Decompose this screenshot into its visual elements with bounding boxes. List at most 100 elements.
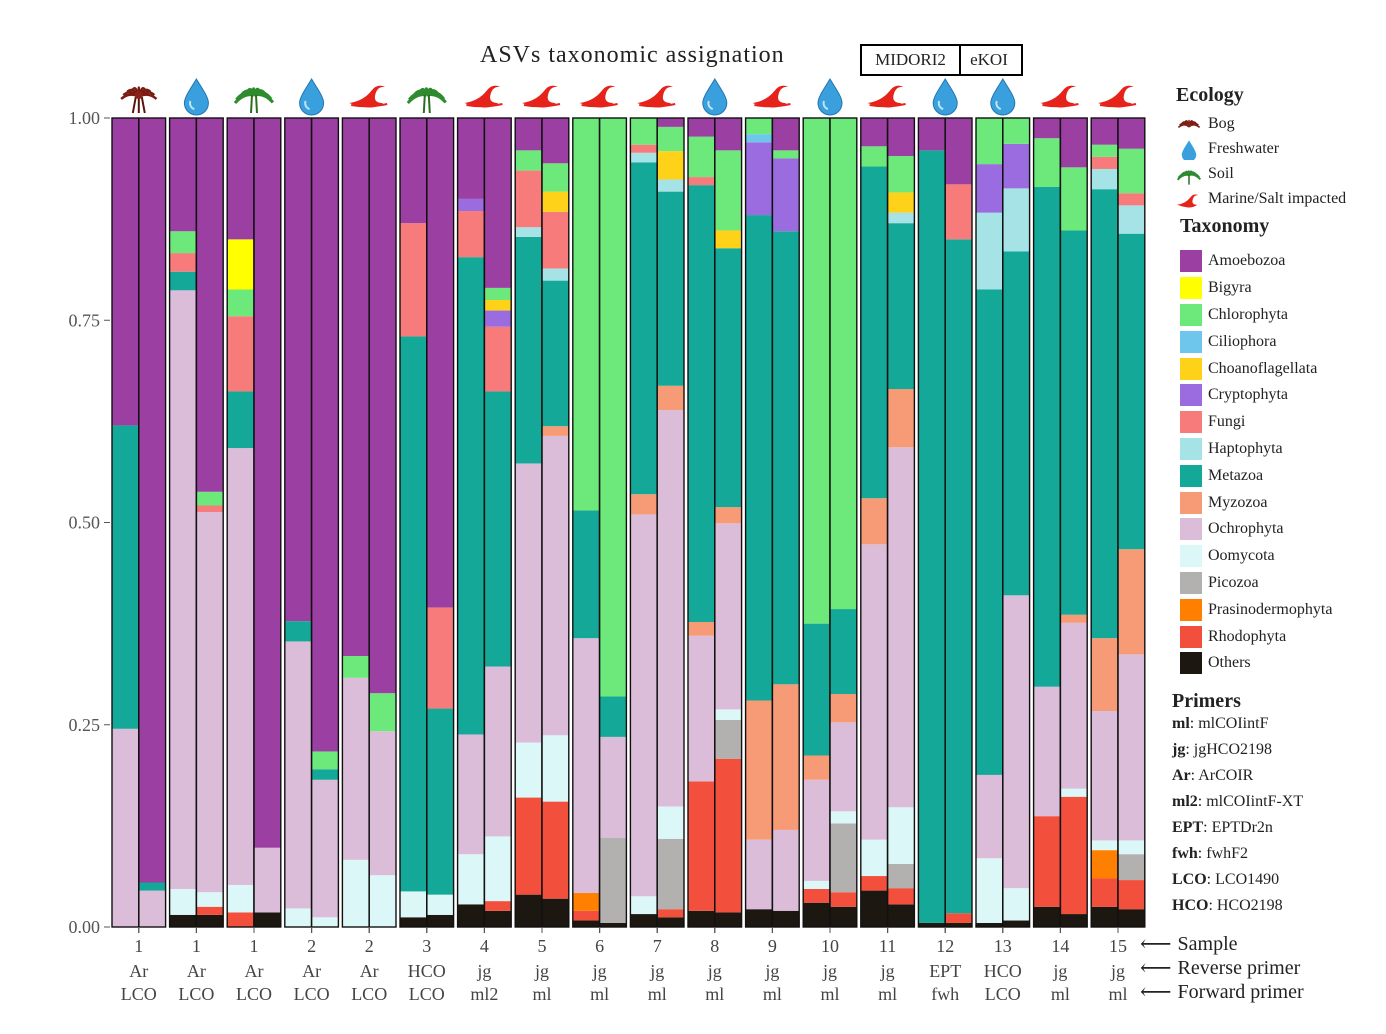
bar-segment-amoebozoa <box>227 118 254 240</box>
bog-icon <box>120 86 158 114</box>
bar-segment-ochrophyta <box>657 410 684 807</box>
bar-segment-oomycota <box>860 839 888 877</box>
primer-legend-item: jg: jgHCO2198 <box>1172 741 1382 767</box>
bar-segment-chlorophyta <box>369 693 396 732</box>
bar-segment-myzozoa <box>688 622 715 636</box>
sample-label: 3 <box>422 936 431 956</box>
bar-segment-fungi <box>542 211 569 269</box>
bar-segment-chlorophyta <box>860 146 888 167</box>
bar-segment-rhodophyta <box>515 797 542 895</box>
ecology-legend: Bog Freshwater Soil Marine/Salt impacted <box>1170 111 1380 211</box>
bar-segment-fungi <box>457 211 485 258</box>
bar-segment-ochrophyta <box>342 677 370 860</box>
bar-segment-chlorophyta <box>1033 138 1061 187</box>
taxonomy-legend-item: Others <box>1170 650 1380 677</box>
bar-segment-others <box>1033 906 1061 927</box>
bar-segment-others <box>484 910 512 927</box>
forward-primer-label: ml <box>1108 984 1127 1004</box>
bar-segment-metazoa <box>1033 186 1061 687</box>
sample-label: 11 <box>879 936 896 956</box>
legend-swatch <box>1180 437 1202 460</box>
bar-segment-ochrophyta <box>515 463 542 743</box>
bar-segment-others <box>515 894 542 927</box>
group-frame <box>168 117 224 928</box>
primer-legend-item: EPT: EPTDr2n <box>1172 819 1382 845</box>
bar-segment-metazoa <box>457 257 485 735</box>
ecology-legend-item: Soil <box>1170 161 1380 186</box>
bar-segment-metazoa <box>138 882 166 891</box>
bar-segment-metazoa <box>1002 251 1030 596</box>
bar-segment-rhodophyta <box>542 801 569 899</box>
bar-segment-amoebozoa <box>1091 118 1118 145</box>
marine-icon <box>637 85 676 108</box>
forward-primer-label: ml <box>878 984 897 1004</box>
bar-segment-others <box>572 920 600 927</box>
reverse-primer-label: EPT <box>929 961 961 981</box>
bar-segment-haptophyta <box>657 179 684 192</box>
bar-segment-chlorophyta <box>714 150 742 231</box>
bar-segment-metazoa <box>657 191 684 386</box>
sample-label: 8 <box>710 936 719 956</box>
bar-segment-ochrophyta <box>860 544 888 840</box>
reverse-primer-label: Ar <box>245 961 264 981</box>
sample-label: 15 <box>1109 936 1127 956</box>
primer-name: : mlCOIintF <box>1189 715 1269 732</box>
bar-segment-fungi <box>688 177 715 186</box>
forward-primer-label: ml <box>1051 984 1070 1004</box>
taxonomy-legend-item: Picozoa <box>1170 570 1380 597</box>
chart-title: ASVs taxonomic assignation <box>480 42 785 68</box>
bar-segment-rhodophyta <box>860 876 888 891</box>
bar-segment-oomycota <box>976 858 1003 923</box>
sample-label: 14 <box>1051 936 1069 956</box>
taxonomy-legend-item: Fungi <box>1170 409 1380 436</box>
bar-segment-ochrophyta <box>1060 622 1088 789</box>
bar-segment-haptophyta <box>515 227 542 237</box>
bar-segment-rhodophyta <box>945 913 972 923</box>
taxonomy-legend: Amoebozoa Bigyra Chlorophyta Ciliophora Choa… <box>1170 248 1380 677</box>
bar-segment-ochrophyta <box>745 839 773 910</box>
bar-segment-amoebozoa <box>484 118 512 288</box>
bar-segment-others <box>400 917 427 927</box>
bar-segment-cryptophyta <box>1002 143 1030 189</box>
legend-swatch <box>1180 652 1202 675</box>
sample-row-label: ⟵ Sample <box>1140 931 1238 956</box>
bar-segment-chlorophyta <box>657 126 684 152</box>
bar-segment-amoebozoa <box>196 118 224 492</box>
bar-segment-oomycota <box>515 742 542 798</box>
bar-segment-amoebozoa <box>657 118 684 127</box>
bar-segment-choanoflagellata <box>714 230 742 249</box>
bar-segment-oomycota <box>830 811 857 824</box>
bar-segment-myzozoa <box>745 700 773 840</box>
bar-segment-others <box>426 914 454 927</box>
bar-segment-others <box>745 909 773 927</box>
soil-icon <box>406 87 447 114</box>
sample-label: 12 <box>936 936 954 956</box>
bar-segment-amoebozoa <box>311 118 339 752</box>
marine-icon <box>1177 193 1199 207</box>
bar-segment-chlorophyta <box>976 118 1003 165</box>
group-frame <box>629 117 685 928</box>
bar-segment-choanoflagellata <box>542 191 569 212</box>
legend-panel: Ecology Bog Freshwater Soil Marine/Salt imp… <box>1170 84 1380 677</box>
database-box-ekoi: eKOI <box>957 44 1023 76</box>
reverse-primer-label: jg <box>1052 961 1067 981</box>
bar-segment-others <box>688 910 715 927</box>
bar-segment-chlorophyta <box>1060 167 1088 231</box>
bar-segment-others <box>714 912 742 927</box>
bar-segment-ochrophyta <box>311 779 339 918</box>
bar-segment-myzozoa <box>714 507 742 524</box>
bar-segment-oomycota <box>1060 788 1088 797</box>
group-frame <box>284 117 340 928</box>
bar-segment-others <box>918 922 946 927</box>
bar-segment-chlorophyta <box>803 118 830 624</box>
bar-segment-amoebozoa <box>918 118 946 151</box>
marine-icon <box>1040 85 1079 108</box>
bar-segment-ochrophyta <box>772 829 800 911</box>
reverse-primer-label: HCO <box>984 961 1022 981</box>
forward-primer-label: ml <box>532 984 551 1004</box>
bar-segment-haptophyta <box>887 212 915 224</box>
bar-segment-amoebozoa <box>254 118 281 848</box>
group-frame <box>744 117 800 928</box>
bar-segment-fungi <box>945 184 972 240</box>
reverse-primer-label: HCO <box>408 961 446 981</box>
